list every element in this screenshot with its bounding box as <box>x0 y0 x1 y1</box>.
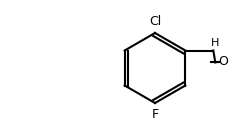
Text: F: F <box>152 108 158 121</box>
Text: H: H <box>211 38 219 47</box>
Text: Cl: Cl <box>149 15 161 28</box>
Text: O: O <box>218 55 228 68</box>
